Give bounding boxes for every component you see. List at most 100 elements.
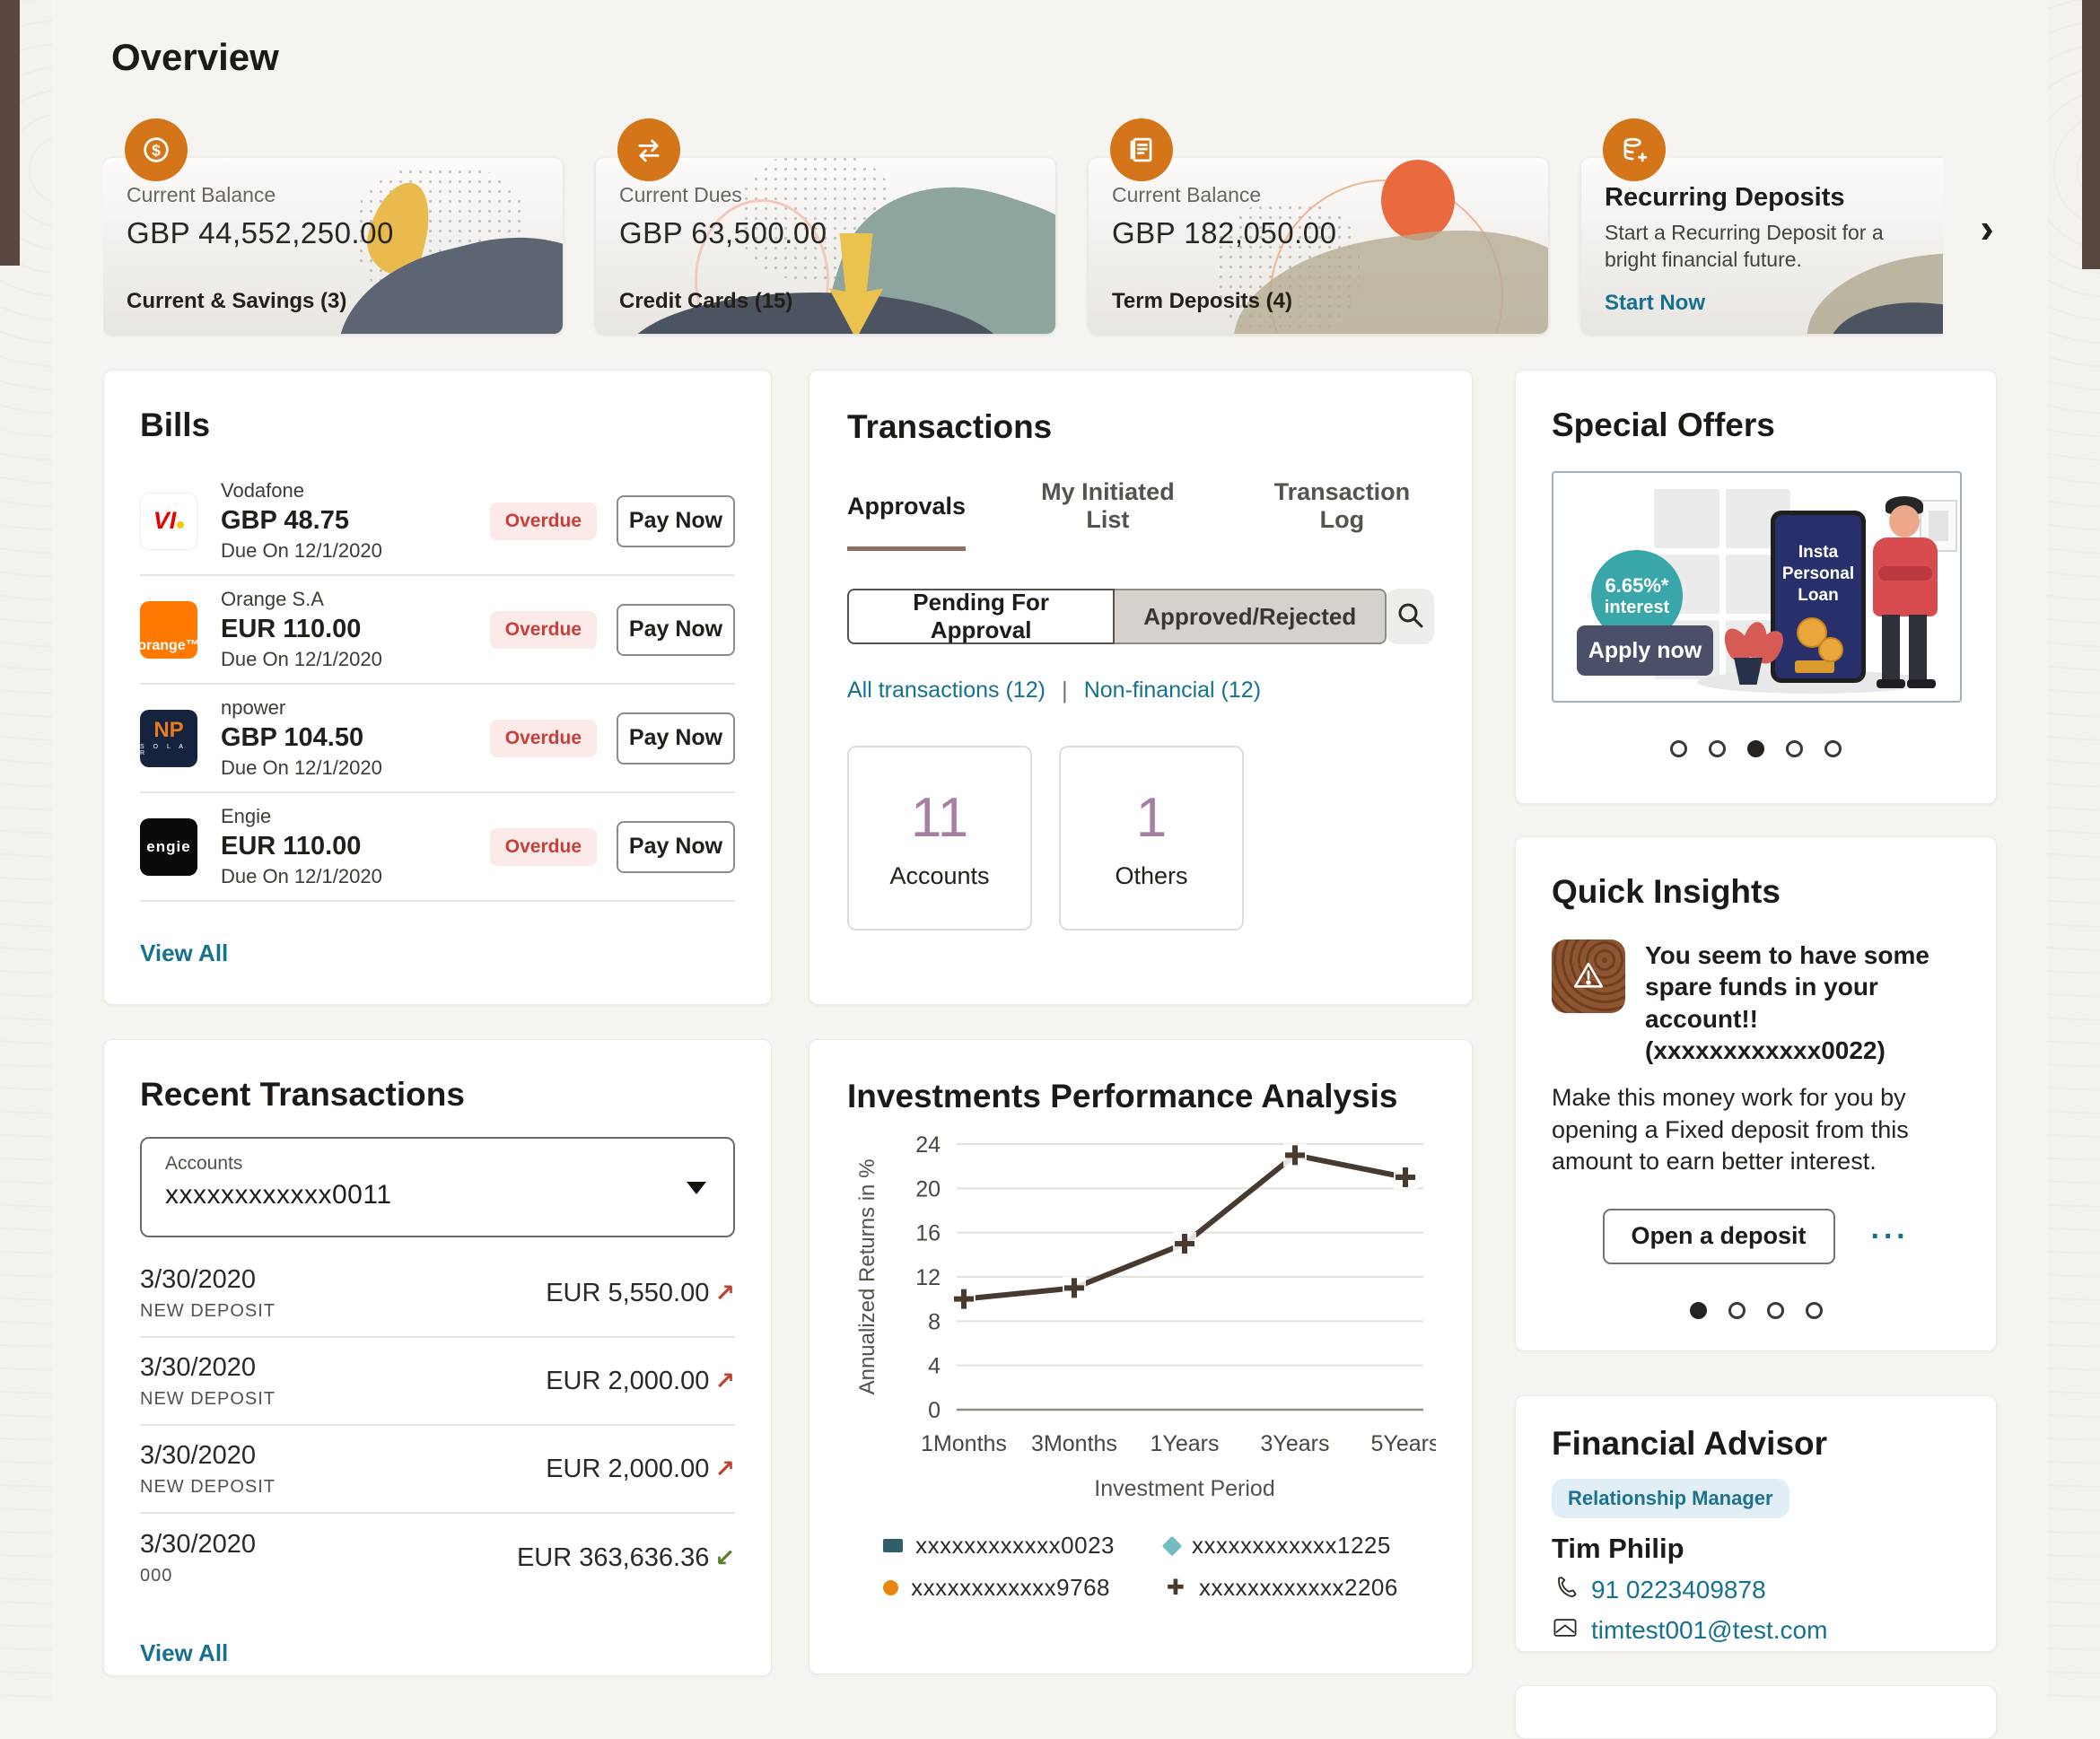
stat-count: 11 — [910, 787, 969, 849]
card-value: GBP 63,500.00 — [619, 216, 827, 249]
transaction-row: 3/30/2020 000 EUR 363,636.36 ↙ — [140, 1514, 735, 1602]
special-offers-title: Special Offers — [1552, 406, 1775, 443]
transaction-amount: EUR 2,000.00 — [546, 1454, 710, 1483]
offers-carousel-dots — [1552, 740, 1960, 757]
pay-now-button[interactable]: Pay Now — [617, 820, 735, 873]
exchange-icon — [617, 118, 680, 181]
investments-title: Investments Performance Analysis — [847, 1078, 1398, 1114]
svg-text:0: 0 — [928, 1398, 941, 1423]
bills-view-all-link[interactable]: View All — [140, 939, 229, 966]
carousel-dot[interactable] — [1786, 740, 1803, 757]
carousel-dot[interactable] — [1728, 1301, 1746, 1319]
svg-text:3Months: 3Months — [1031, 1431, 1117, 1456]
carousel-dot[interactable] — [1747, 740, 1764, 757]
background-texture-right — [2048, 0, 2100, 1701]
transaction-date: 3/30/2020 — [140, 1264, 257, 1294]
stat-accounts[interactable]: 11 Accounts — [847, 746, 1032, 931]
accounts-select[interactable]: Accounts xxxxxxxxxxxx0011 — [140, 1137, 735, 1237]
stat-count: 1 — [1135, 787, 1168, 849]
overdue-badge: Overdue — [489, 719, 597, 757]
investments-panel: Investments Performance Analysis 0 4 8 12 16… — [809, 1039, 1473, 1674]
tab-my-initiated-list[interactable]: My Initiated List — [1018, 478, 1198, 551]
advisor-phone-link[interactable]: 91 0223409878 — [1591, 1575, 1766, 1604]
transaction-amount: EUR 5,550.00 — [546, 1278, 710, 1307]
carousel-dot[interactable] — [1766, 1301, 1784, 1319]
carousel-dot[interactable] — [1670, 740, 1687, 757]
bill-amount: EUR 110.00 — [221, 832, 362, 861]
svg-text:4: 4 — [928, 1354, 941, 1379]
debit-arrow-icon: ↗ — [714, 1279, 735, 1306]
carousel-dot[interactable] — [1805, 1301, 1823, 1319]
stat-others[interactable]: 1 Others — [1059, 746, 1244, 931]
stat-label: Others — [1115, 862, 1188, 889]
card-footer: Credit Cards (15) — [619, 289, 793, 313]
carousel-next-button[interactable]: › — [1962, 203, 2012, 253]
bill-row: engie Engie EUR 110.00 Due On 12/1/2020 … — [140, 793, 735, 902]
more-options-icon[interactable]: ··· — [1870, 1219, 1910, 1254]
bill-due-date: Due On 12/1/2020 — [221, 648, 382, 670]
transaction-amount: EUR 2,000.00 — [546, 1366, 710, 1395]
offer-screen-text: Insta Personal Loan — [1781, 543, 1855, 605]
legend-square-marker — [883, 1539, 904, 1552]
advisor-email-link[interactable]: timtest001@test.com — [1591, 1615, 1828, 1644]
bill-provider: Engie — [221, 805, 272, 827]
carousel-dot[interactable] — [1689, 1301, 1707, 1319]
open-deposit-button[interactable]: Open a deposit — [1602, 1208, 1835, 1264]
overdue-badge: Overdue — [489, 502, 597, 540]
tab-approvals[interactable]: Approvals — [847, 478, 967, 551]
bill-amount: GBP 104.50 — [221, 723, 364, 752]
email-icon — [1552, 1614, 1579, 1646]
transaction-row: 3/30/2020 NEW DEPOSIT EUR 2,000.00 ↗ — [140, 1426, 735, 1514]
transactions-tabs: Approvals My Initiated List Transaction … — [847, 478, 1434, 551]
overdue-badge: Overdue — [489, 827, 597, 866]
alert-icon — [1552, 939, 1625, 1013]
legend-diamond-marker — [1161, 1535, 1183, 1556]
tab-transaction-log[interactable]: Transaction Log — [1250, 478, 1434, 551]
carousel-dot[interactable] — [1824, 740, 1842, 757]
card-value: GBP 44,552,250.00 — [127, 216, 394, 249]
carousel-dot[interactable] — [1709, 740, 1726, 757]
bills-panel: Bills VI Vodafone GBP 48.75 Due On 12/1/… — [103, 370, 772, 1005]
bill-provider: Vodafone — [221, 479, 304, 502]
filter-non-financial[interactable]: Non-financial (12) — [1083, 677, 1262, 703]
pay-now-button[interactable]: Pay Now — [617, 603, 735, 656]
apply-now-button[interactable]: Apply now — [1577, 625, 1713, 676]
dollar-coin-icon: $ — [125, 118, 188, 181]
toggle-approved-rejected[interactable]: Approved/Rejected — [1115, 589, 1387, 644]
engie-logo: engie — [140, 817, 197, 876]
card-artwork — [1089, 158, 1548, 334]
summary-card-recurring-deposits[interactable]: Recurring Deposits Start a Recurring Dep… — [1581, 118, 1943, 334]
search-button[interactable] — [1387, 589, 1434, 644]
transaction-row: 3/30/2020 NEW DEPOSIT EUR 2,000.00 ↗ — [140, 1338, 735, 1426]
summary-card-term-deposits[interactable]: Current Balance GBP 182,050.00 Term Depo… — [1089, 118, 1548, 334]
bill-row: NP S O L A R npower GBP 104.50 Due On 12/… — [140, 685, 735, 793]
credit-arrow-icon: ↙ — [714, 1543, 735, 1571]
card-artwork — [1581, 158, 1943, 334]
insights-carousel-dots — [1552, 1301, 1960, 1319]
promo-description: Start a Recurring Deposit for a bright f… — [1605, 221, 1884, 271]
accounts-summary-carousel: $ Current Balance GBP 44,552,250.00 Curr… — [103, 106, 1943, 337]
special-offers-panel: Special Offers Insta Personal Loan 6.65%… — [1515, 370, 1997, 804]
pay-now-button[interactable]: Pay Now — [617, 712, 735, 765]
card-label: Current Balance — [1112, 183, 1262, 206]
transaction-row: 3/30/2020 NEW DEPOSIT EUR 5,550.00 ↗ — [140, 1250, 735, 1338]
svg-text:12: 12 — [915, 1265, 941, 1290]
summary-card-current-savings[interactable]: $ Current Balance GBP 44,552,250.00 Curr… — [103, 118, 563, 334]
legend-item: ✚ xxxxxxxxxxxx2206 — [1166, 1574, 1398, 1601]
filter-all-transactions[interactable]: All transactions (12) — [847, 677, 1046, 703]
summary-card-credit-cards[interactable]: Current Dues GBP 63,500.00 Credit Cards … — [596, 118, 1055, 334]
bill-provider: npower — [221, 696, 286, 719]
phone-icon — [1552, 1574, 1579, 1605]
toggle-pending-for-approval[interactable]: Pending For Approval — [847, 589, 1116, 644]
svg-text:8: 8 — [928, 1309, 941, 1334]
coins-icon — [1603, 118, 1666, 181]
stat-label: Accounts — [889, 862, 990, 889]
phone-illustration: Insta Personal Loan — [1771, 511, 1866, 683]
bill-row: VI Vodafone GBP 48.75 Due On 12/1/2020 O… — [140, 468, 735, 576]
offer-banner[interactable]: Insta Personal Loan 6.65%* interest Appl… — [1552, 471, 1962, 703]
pay-now-button[interactable]: Pay Now — [617, 494, 735, 547]
debit-arrow-icon: ↗ — [714, 1367, 735, 1394]
svg-text:5Years: 5Years — [1371, 1431, 1436, 1456]
start-now-link[interactable]: Start Now — [1605, 291, 1706, 315]
recent-transactions-view-all-link[interactable]: View All — [140, 1639, 229, 1666]
